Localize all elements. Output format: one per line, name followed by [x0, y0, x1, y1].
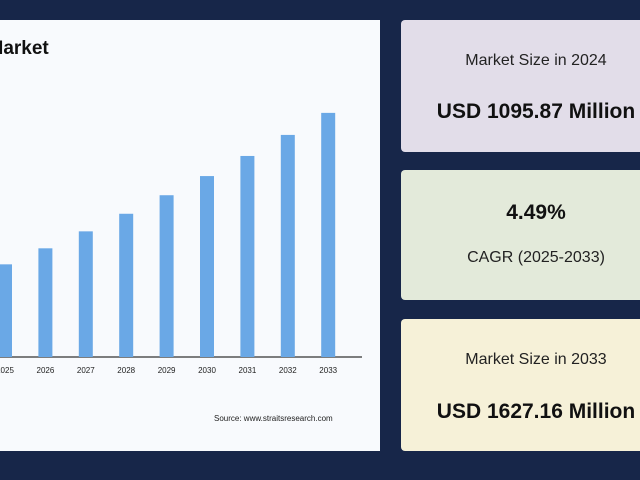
tick-label-2030: 2030	[198, 366, 216, 375]
cagr-value: 4.49%	[506, 201, 566, 224]
tick-label-2033: 2033	[319, 366, 337, 375]
bar-2028	[119, 213, 134, 357]
market-size-2024-card: Market Size in 2024 USD 1095.87 Million	[401, 20, 640, 152]
tick-label-2025: 2025	[0, 366, 14, 375]
cagr-label: CAGR (2025-2033)	[467, 249, 605, 266]
bar-2025	[0, 264, 12, 357]
source-text: Source: www.straitsresearch.com	[214, 414, 333, 423]
market-size-2024-label: Market Size in 2024	[465, 52, 607, 69]
bar-2029	[159, 195, 174, 357]
market-size-2033-label: Market Size in 2033	[465, 351, 607, 368]
bar-2026	[38, 248, 53, 357]
market-size-2033-value: USD 1627.16 Million	[436, 400, 636, 423]
bar-chart: 2025 2026 2027 2028 2029 2030 2031 2032 2033	[0, 112, 362, 375]
chart-title: ng Market	[0, 38, 49, 59]
cagr-card: 4.49% CAGR (2025-2033)	[401, 170, 640, 300]
tick-label-2027: 2027	[77, 366, 95, 375]
tick-label-2029: 2029	[158, 366, 176, 375]
tick-label-2031: 2031	[239, 366, 257, 375]
bar-2030	[200, 176, 214, 357]
tick-label-2032: 2032	[279, 366, 297, 375]
bar-2027	[78, 231, 93, 357]
market-size-2033-card: Market Size in 2033 USD 1627.16 Million	[401, 319, 640, 451]
tick-label-2026: 2026	[37, 366, 55, 375]
bar-2031	[240, 155, 255, 357]
bar-2033	[321, 112, 336, 357]
tick-label-2028: 2028	[117, 366, 135, 375]
bar-2032	[280, 134, 295, 357]
chart-panel: ng Market 202520262027202820292030203120…	[0, 20, 380, 451]
market-size-2024-value: USD 1095.87 Million	[436, 100, 636, 123]
